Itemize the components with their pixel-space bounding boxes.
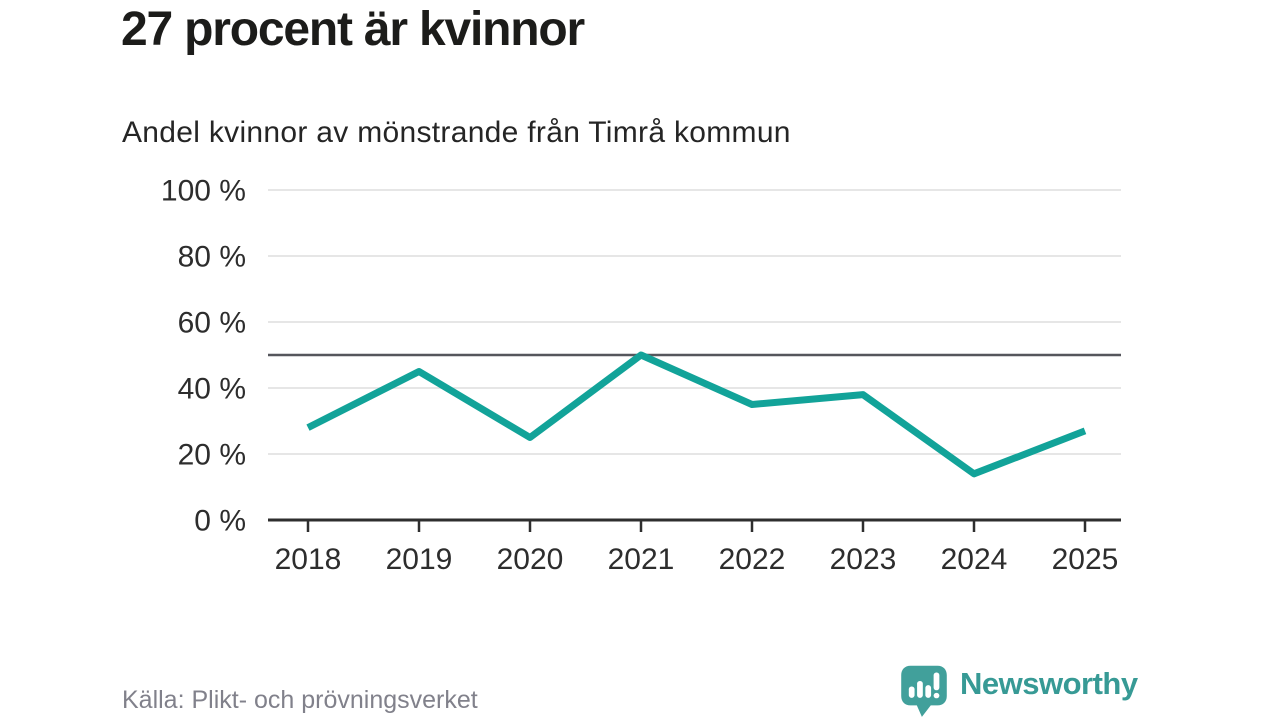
x-tick-label: 2020 — [497, 543, 564, 576]
x-tick-label: 2024 — [941, 543, 1008, 576]
x-tick-label: 2025 — [1052, 543, 1119, 576]
newsworthy-speech-bubble-bar-chart-icon — [901, 665, 947, 717]
chart-subtitle: Andel kvinnor av mönstrande från Timrå k… — [122, 116, 791, 149]
y-tick-label: 40 % — [178, 373, 246, 406]
y-tick-label: 20 % — [178, 439, 246, 472]
x-tick-label: 2023 — [830, 543, 897, 576]
x-tick-label: 2018 — [275, 543, 342, 576]
y-tick-label: 100 % — [161, 175, 246, 208]
x-tick-label: 2022 — [719, 543, 786, 576]
newsworthy-wordmark: Newsworthy — [960, 666, 1138, 701]
y-tick-label: 60 % — [178, 307, 246, 340]
newsworthy-logo: Newsworthy — [897, 663, 1138, 720]
source-note: Källa: Plikt- och prövningsverket — [122, 686, 478, 714]
y-tick-label: 80 % — [178, 241, 246, 274]
y-tick-label: 0 % — [194, 505, 246, 538]
x-tick-label: 2019 — [386, 543, 453, 576]
chart-title: 27 procent är kvinnor — [121, 3, 585, 56]
trend-line — [306, 351, 1087, 478]
x-tick-label: 2021 — [608, 543, 675, 576]
